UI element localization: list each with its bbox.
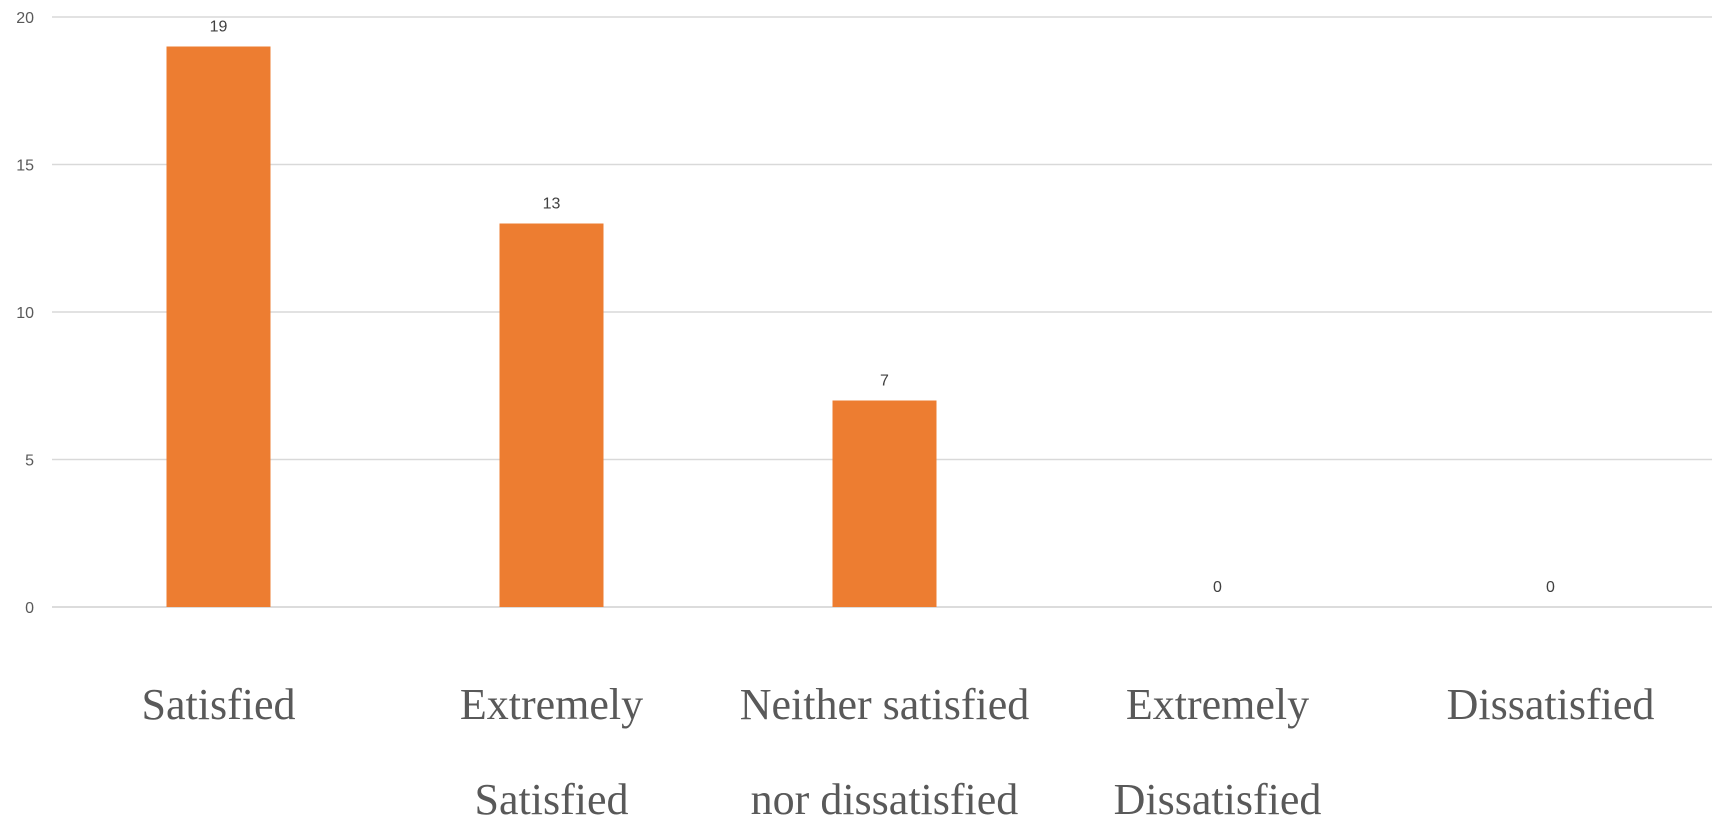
category-label: Satisfied	[142, 680, 296, 729]
y-tick-label: 0	[25, 600, 34, 617]
bar	[499, 223, 604, 607]
data-label: 7	[880, 373, 889, 390]
bars	[166, 46, 937, 607]
data-labels: 19 13 7 0 0	[210, 19, 1555, 597]
y-tick-label: 15	[16, 158, 34, 175]
data-label: 13	[543, 196, 561, 213]
category-label: Extremely	[460, 680, 643, 729]
category-label: Neither satisfied	[740, 680, 1030, 729]
y-axis-ticks: 0 5 10 15 20	[16, 10, 34, 617]
bar	[832, 400, 937, 607]
gridlines	[52, 16, 1712, 608]
category-label: Extremely	[1126, 680, 1309, 729]
bar	[166, 46, 271, 607]
data-label: 0	[1213, 579, 1222, 596]
category-label: nor dissatisfied	[751, 775, 1019, 819]
category-label: Dissatisfied	[1447, 680, 1655, 729]
category-labels: Satisfied Extremely Satisfied Neither satis…	[142, 680, 1655, 819]
y-tick-label: 10	[16, 305, 34, 322]
data-label: 19	[210, 19, 228, 36]
category-label: Dissatisfied	[1114, 775, 1322, 819]
category-label: Satisfied	[475, 775, 629, 819]
y-tick-label: 20	[16, 10, 34, 27]
y-tick-label: 5	[25, 453, 34, 470]
data-label: 0	[1546, 579, 1555, 596]
